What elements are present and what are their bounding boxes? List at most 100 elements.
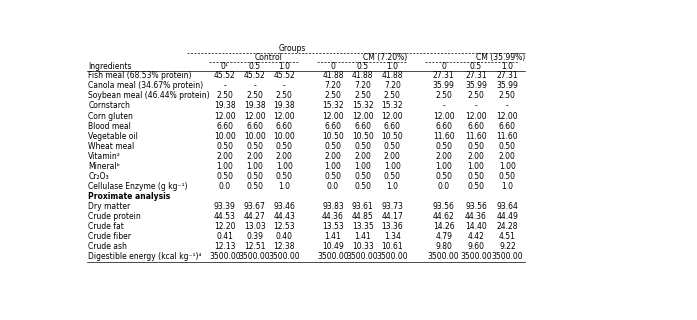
Text: Soybean meal (46.44% protein): Soybean meal (46.44% protein) bbox=[89, 92, 210, 100]
Text: 41.88: 41.88 bbox=[322, 71, 344, 80]
Text: CM (7.20%): CM (7.20%) bbox=[362, 53, 407, 62]
Text: 93.64: 93.64 bbox=[496, 202, 519, 211]
Text: 0.50: 0.50 bbox=[354, 172, 371, 181]
Text: 0.50: 0.50 bbox=[216, 172, 233, 181]
Text: 0: 0 bbox=[441, 62, 446, 71]
Text: 93.46: 93.46 bbox=[273, 202, 296, 211]
Text: 2.50: 2.50 bbox=[354, 92, 371, 100]
Text: 3500.00: 3500.00 bbox=[239, 252, 270, 261]
Text: 6.60: 6.60 bbox=[324, 122, 342, 131]
Text: 2.50: 2.50 bbox=[384, 92, 401, 100]
Text: 2.00: 2.00 bbox=[217, 152, 233, 161]
Text: 0.50: 0.50 bbox=[246, 172, 263, 181]
Text: 13.03: 13.03 bbox=[244, 222, 266, 231]
Text: Cornstarch: Cornstarch bbox=[89, 101, 130, 110]
Text: 10.00: 10.00 bbox=[214, 132, 236, 141]
Text: 3500.00: 3500.00 bbox=[491, 252, 523, 261]
Text: -: - bbox=[253, 81, 256, 90]
Text: 19.38: 19.38 bbox=[214, 101, 236, 110]
Text: 19.38: 19.38 bbox=[273, 101, 295, 110]
Text: 0.41: 0.41 bbox=[217, 232, 233, 241]
Text: 0.50: 0.50 bbox=[324, 142, 342, 151]
Text: 10.33: 10.33 bbox=[352, 242, 374, 252]
Text: 19.38: 19.38 bbox=[244, 101, 266, 110]
Text: 2.00: 2.00 bbox=[435, 152, 452, 161]
Text: 13.53: 13.53 bbox=[322, 222, 344, 231]
Text: 0.50: 0.50 bbox=[276, 142, 293, 151]
Text: Vegetable oil: Vegetable oil bbox=[89, 132, 138, 141]
Text: 1.34: 1.34 bbox=[384, 232, 401, 241]
Text: 9.60: 9.60 bbox=[468, 242, 484, 252]
Text: Mineralᵇ: Mineralᵇ bbox=[89, 162, 120, 171]
Text: 44.62: 44.62 bbox=[433, 212, 454, 221]
Text: 0.0: 0.0 bbox=[438, 182, 450, 191]
Text: 3500.00: 3500.00 bbox=[428, 252, 459, 261]
Text: -: - bbox=[224, 81, 227, 90]
Text: 11.60: 11.60 bbox=[433, 132, 454, 141]
Text: 6.60: 6.60 bbox=[468, 122, 484, 131]
Text: 6.60: 6.60 bbox=[216, 122, 233, 131]
Text: 1.00: 1.00 bbox=[499, 162, 516, 171]
Text: 3500.00: 3500.00 bbox=[376, 252, 408, 261]
Text: 44.43: 44.43 bbox=[273, 212, 296, 221]
Text: 1.00: 1.00 bbox=[246, 162, 263, 171]
Text: 0.50: 0.50 bbox=[435, 142, 452, 151]
Text: 10.00: 10.00 bbox=[244, 132, 266, 141]
Text: 45.52: 45.52 bbox=[244, 71, 266, 80]
Text: Crude ash: Crude ash bbox=[89, 242, 127, 252]
Text: 10.50: 10.50 bbox=[322, 132, 344, 141]
Text: 0.5: 0.5 bbox=[249, 62, 261, 71]
Text: Crude fiber: Crude fiber bbox=[89, 232, 131, 241]
Text: 2.50: 2.50 bbox=[325, 92, 342, 100]
Text: 3500.00: 3500.00 bbox=[209, 252, 240, 261]
Text: 35.99: 35.99 bbox=[433, 81, 454, 90]
Text: 45.52: 45.52 bbox=[214, 71, 236, 80]
Text: 6.60: 6.60 bbox=[276, 122, 293, 131]
Text: 45.52: 45.52 bbox=[273, 71, 295, 80]
Text: 1.00: 1.00 bbox=[354, 162, 371, 171]
Text: 1.41: 1.41 bbox=[354, 232, 371, 241]
Text: Dry matter: Dry matter bbox=[89, 202, 130, 211]
Text: 7.20: 7.20 bbox=[354, 81, 371, 90]
Text: 93.61: 93.61 bbox=[352, 202, 374, 211]
Text: 14.40: 14.40 bbox=[465, 222, 487, 231]
Text: 3500.00: 3500.00 bbox=[268, 252, 300, 261]
Text: 10.61: 10.61 bbox=[381, 242, 403, 252]
Text: Corn gluten: Corn gluten bbox=[89, 112, 133, 121]
Text: 10.50: 10.50 bbox=[381, 132, 403, 141]
Text: Digestible energy (kcal kg⁻¹)⁴: Digestible energy (kcal kg⁻¹)⁴ bbox=[89, 252, 201, 261]
Text: 0.50: 0.50 bbox=[216, 142, 233, 151]
Text: 44.17: 44.17 bbox=[381, 212, 403, 221]
Text: Canola meal (34.67% protein): Canola meal (34.67% protein) bbox=[89, 81, 204, 90]
Text: Control: Control bbox=[254, 53, 282, 62]
Text: 41.88: 41.88 bbox=[381, 71, 403, 80]
Text: 12.00: 12.00 bbox=[465, 112, 487, 121]
Text: 2.00: 2.00 bbox=[499, 152, 516, 161]
Text: Cr₂O₃: Cr₂O₃ bbox=[89, 172, 109, 181]
Text: 12.00: 12.00 bbox=[322, 112, 344, 121]
Text: 0.50: 0.50 bbox=[499, 142, 516, 151]
Text: 93.67: 93.67 bbox=[244, 202, 266, 211]
Text: 15.32: 15.32 bbox=[381, 101, 403, 110]
Text: 12.13: 12.13 bbox=[214, 242, 236, 252]
Text: 1.0: 1.0 bbox=[278, 62, 290, 71]
Text: 2.50: 2.50 bbox=[276, 92, 293, 100]
Text: 93.39: 93.39 bbox=[214, 202, 236, 211]
Text: 0.39: 0.39 bbox=[246, 232, 263, 241]
Text: Cellulase Enzyme (g kg⁻¹): Cellulase Enzyme (g kg⁻¹) bbox=[89, 182, 187, 191]
Text: 7.20: 7.20 bbox=[384, 81, 401, 90]
Text: 24.28: 24.28 bbox=[497, 222, 518, 231]
Text: Crude fat: Crude fat bbox=[89, 222, 124, 231]
Text: Crude protein: Crude protein bbox=[89, 212, 141, 221]
Text: 2.00: 2.00 bbox=[325, 152, 342, 161]
Text: Wheat meal: Wheat meal bbox=[89, 142, 135, 151]
Text: 0.50: 0.50 bbox=[499, 172, 516, 181]
Text: 6.60: 6.60 bbox=[246, 122, 263, 131]
Text: 11.60: 11.60 bbox=[465, 132, 487, 141]
Text: Proximate analysis: Proximate analysis bbox=[89, 192, 171, 201]
Text: 2.50: 2.50 bbox=[217, 92, 233, 100]
Text: 1.00: 1.00 bbox=[435, 162, 452, 171]
Text: 10.00: 10.00 bbox=[273, 132, 295, 141]
Text: 4.79: 4.79 bbox=[435, 232, 452, 241]
Text: 2.50: 2.50 bbox=[499, 92, 516, 100]
